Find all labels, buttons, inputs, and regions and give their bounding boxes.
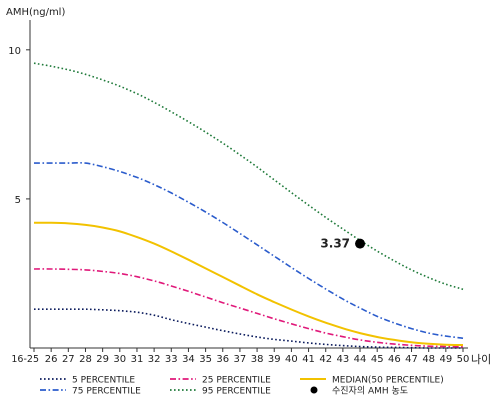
x-tick-label: 28: [79, 354, 92, 365]
legend-label-25-percentile: 25 PERCENTILE: [202, 376, 271, 386]
x-tick-label: 46: [388, 354, 401, 365]
y-ticks: 5 10: [8, 46, 30, 206]
x-tick-label: 48: [422, 354, 435, 365]
x-tick-label: 49: [439, 354, 452, 365]
legend: 5 PERCENTILE 25 PERCENTILE MEDIAN(50 PERCE…: [40, 376, 444, 397]
legend-label-median-50-percentile: MEDIAN(50 PERCENTILE): [332, 376, 444, 386]
legend-swatch-amh-marker: [310, 386, 318, 394]
x-ticks: 16-25 26 27 28 29 30 31 32 33 34 35 36 37 38 39 40 41 42 4…: [11, 348, 469, 365]
legend-label-5-percentile: 5 PERCENTILE: [72, 376, 135, 386]
x-axis-label: 나이: [471, 353, 491, 366]
series-line-95-percentile: [33, 62, 464, 291]
marker-group: 3.37: [320, 237, 366, 251]
legend-label-95-percentile: 95 PERCENTILE: [202, 387, 271, 397]
x-tick-label: 37: [234, 354, 247, 365]
x-tick-label: 42: [319, 354, 332, 365]
y-tick-label: 5: [15, 195, 21, 206]
x-tick-label: 27: [62, 354, 75, 365]
amh-marker-point: [355, 238, 366, 249]
x-tick-label: 50: [457, 354, 470, 365]
x-tick-label: 44: [354, 354, 367, 365]
x-tick-label: 31: [131, 354, 144, 365]
x-tick-label: 33: [165, 354, 178, 365]
x-tick-label: 39: [268, 354, 281, 365]
series-line-25-percentile: [33, 268, 464, 348]
x-tick-label: 41: [302, 354, 315, 365]
x-tick-label: 40: [285, 354, 298, 365]
series-lines: [33, 62, 464, 349]
x-tick-label: 32: [148, 354, 161, 365]
y-tick-label: 10: [8, 46, 21, 57]
x-tick-label: 34: [182, 354, 195, 365]
x-tick-label: 36: [216, 354, 229, 365]
x-tick-label: 43: [337, 354, 350, 365]
x-tick-label: 29: [96, 354, 109, 365]
series-line-75-percentile: [34, 162, 464, 339]
x-tick-label: 45: [371, 354, 384, 365]
x-tick-label: 30: [113, 354, 126, 365]
x-tick-label: 38: [251, 354, 264, 365]
legend-label-75-percentile: 75 PERCENTILE: [72, 387, 141, 397]
legend-label-amh-marker: 수진자의 AMH 농도: [332, 386, 408, 397]
x-tick-label: 47: [405, 354, 418, 365]
x-tick-label: 16-25: [11, 354, 39, 365]
y-axis-label: AMH(ng/ml): [6, 7, 65, 18]
amh-marker-label: 3.37: [320, 237, 350, 251]
x-tick-label: 26: [45, 354, 58, 365]
series-line-5-percentile: [34, 308, 463, 349]
series-line-median-50-percentile: [33, 221, 464, 346]
x-tick-label: 35: [199, 354, 212, 365]
